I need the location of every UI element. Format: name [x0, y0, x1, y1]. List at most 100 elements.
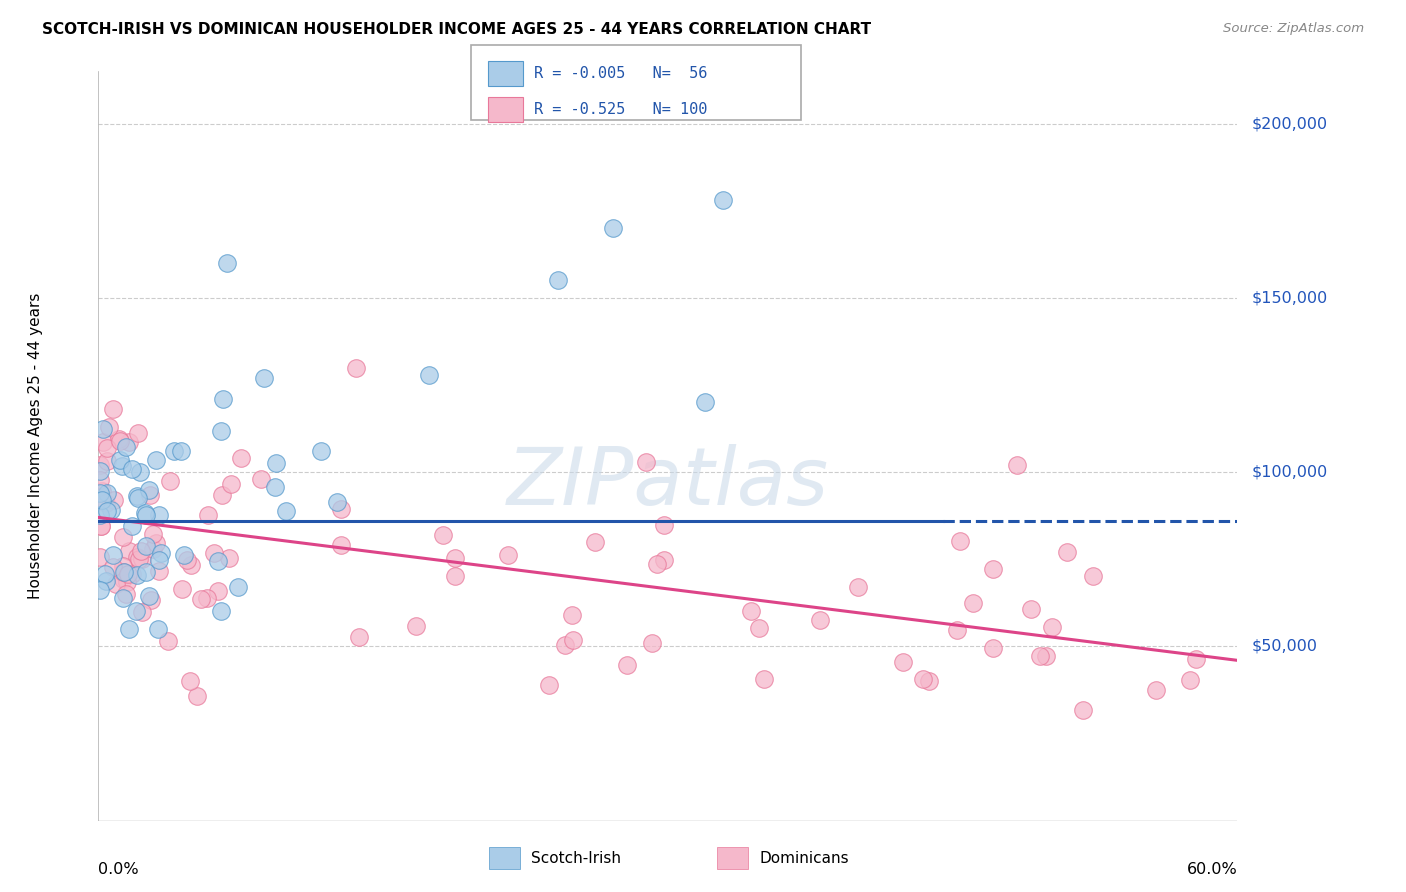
Point	[163, 444, 186, 458]
Point	[195, 591, 218, 606]
Point	[90, 519, 112, 533]
Point	[264, 456, 287, 470]
Point	[135, 508, 157, 522]
Point	[547, 273, 569, 287]
Point	[207, 583, 229, 598]
Point	[101, 549, 124, 563]
Point	[96, 486, 118, 500]
Point	[115, 587, 138, 601]
Text: $50,000: $50,000	[1251, 639, 1317, 654]
Point	[263, 480, 285, 494]
Point	[115, 440, 138, 454]
Point	[846, 580, 869, 594]
Point	[145, 453, 167, 467]
Point	[740, 604, 762, 618]
Point	[212, 392, 235, 407]
Point	[142, 527, 165, 541]
Point	[1005, 458, 1028, 472]
Point	[91, 422, 114, 436]
Point	[139, 593, 162, 607]
Point	[1081, 569, 1104, 583]
Point	[496, 549, 519, 563]
Point	[121, 519, 143, 533]
Point	[309, 443, 332, 458]
Point	[1185, 652, 1208, 666]
Point	[121, 461, 143, 475]
Point	[108, 432, 131, 446]
Point	[215, 256, 238, 270]
Point	[711, 194, 734, 208]
Point	[156, 633, 179, 648]
Point	[148, 552, 170, 566]
Point	[981, 562, 1004, 576]
Point	[127, 425, 149, 440]
Text: $200,000: $200,000	[1251, 116, 1329, 131]
Point	[89, 486, 111, 500]
Point	[891, 655, 914, 669]
Point	[918, 673, 941, 688]
Point	[128, 552, 150, 566]
Point	[91, 493, 114, 508]
Point	[118, 622, 141, 636]
Point	[138, 589, 160, 603]
Point	[172, 582, 194, 596]
Point	[103, 493, 125, 508]
Point	[326, 495, 349, 509]
Point	[554, 638, 576, 652]
Point	[176, 553, 198, 567]
Point	[125, 550, 148, 565]
Point	[418, 368, 440, 382]
Point	[226, 580, 249, 594]
Point	[117, 567, 139, 582]
Point	[561, 632, 583, 647]
Point	[253, 371, 276, 385]
Point	[190, 591, 212, 606]
Point	[636, 455, 658, 469]
Point	[754, 673, 776, 687]
Point	[142, 542, 165, 557]
Point	[150, 546, 173, 560]
Text: Dominicans: Dominicans	[759, 851, 849, 865]
Text: $150,000: $150,000	[1251, 291, 1329, 305]
Point	[949, 534, 972, 549]
Point	[1021, 601, 1043, 615]
Point	[229, 450, 252, 465]
Point	[170, 444, 193, 458]
Point	[911, 673, 934, 687]
Point	[1040, 620, 1063, 634]
Point	[561, 608, 583, 623]
Point	[330, 501, 353, 516]
Point	[1035, 648, 1057, 663]
Point	[218, 550, 240, 565]
Point	[110, 459, 132, 474]
Point	[180, 558, 202, 573]
Point	[112, 591, 135, 605]
Text: Householder Income Ages 25 - 44 years: Householder Income Ages 25 - 44 years	[28, 293, 44, 599]
Point	[89, 464, 111, 478]
Point	[97, 420, 120, 434]
Point	[111, 530, 134, 544]
Point	[135, 565, 157, 579]
Point	[148, 508, 170, 522]
Point	[131, 551, 153, 566]
Point	[179, 674, 201, 689]
Point	[146, 622, 169, 636]
Point	[209, 424, 232, 438]
Point	[652, 518, 675, 533]
Text: 60.0%: 60.0%	[1187, 863, 1237, 878]
Point	[118, 544, 141, 558]
Point	[602, 221, 624, 235]
Point	[127, 491, 149, 506]
Point	[135, 539, 157, 553]
Point	[211, 488, 233, 502]
Point	[90, 519, 112, 533]
Point	[197, 508, 219, 522]
Point	[329, 538, 352, 552]
Point	[118, 434, 141, 449]
Point	[100, 502, 122, 516]
Point	[89, 473, 111, 487]
Point	[89, 458, 111, 472]
Point	[1028, 648, 1050, 663]
Point	[148, 564, 170, 578]
Point	[115, 575, 138, 590]
